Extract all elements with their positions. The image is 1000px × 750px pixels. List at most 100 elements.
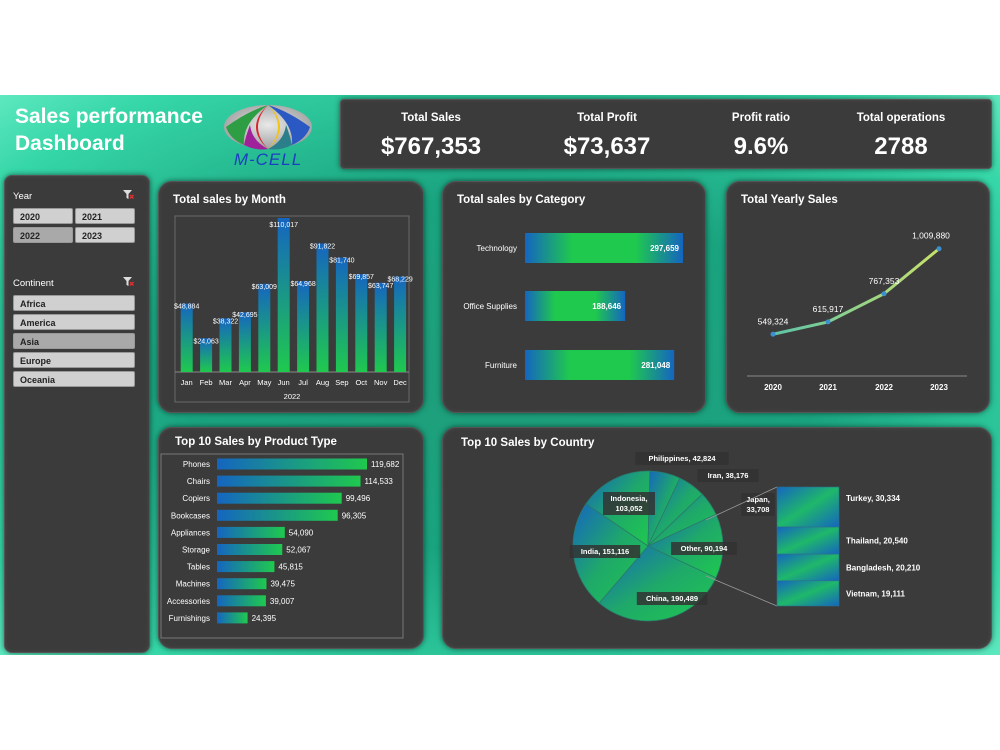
kpi-total-operations: Total operations 2788: [821, 100, 981, 170]
data-label: 114,533: [365, 477, 394, 486]
clear-filter-icon[interactable]: [123, 190, 134, 200]
tick-label: 2023: [930, 383, 948, 392]
data-label: $68,229: [387, 276, 412, 283]
data-label: 297,659: [650, 244, 679, 253]
data-label: 24,395: [252, 614, 277, 623]
chart-title: Top 10 Sales by Product Type: [175, 436, 337, 448]
data-label: $42,695: [232, 312, 257, 319]
data-label: 54,090: [289, 528, 314, 537]
bar-product: [217, 561, 275, 573]
data-label: 39,007: [270, 597, 295, 606]
bar-product: [217, 458, 367, 470]
bar-apr: [238, 312, 251, 372]
bar-product: [217, 492, 342, 504]
stack-segment-bangladesh: [776, 553, 840, 582]
label-box: [603, 492, 655, 515]
product-sales-chart: Phones 119,682 Chairs 114,533 Copiers 99,496 B…: [160, 453, 404, 639]
data-point: [881, 291, 887, 297]
data-label: $48,884: [174, 304, 199, 311]
category-sales-chart: Technology 297,659 Office Supplies 188,646 F…: [463, 233, 683, 380]
tick-label: Storage: [182, 546, 211, 555]
data-label: 281,048: [641, 361, 670, 370]
m-cell-logo: M-CELL: [224, 105, 312, 169]
data-label: Iran, 38,176: [708, 471, 749, 480]
stack-segment-vietnam: [776, 580, 840, 607]
year-2022-button[interactable]: 2022: [13, 227, 73, 243]
data-label: 615,917: [813, 304, 844, 314]
kpi-value: $73,637: [563, 133, 651, 160]
data-label: 96,305: [342, 511, 367, 520]
bar-category: [525, 291, 626, 321]
continent-slicer-title: Continent: [13, 278, 54, 289]
connector-line: [705, 575, 778, 607]
tick-label: Office Supplies: [463, 302, 517, 311]
data-label: 99,496: [346, 494, 371, 503]
data-point: [770, 331, 776, 337]
continent-europe-button[interactable]: Europe: [13, 352, 135, 368]
data-label: 103,052: [615, 504, 642, 513]
kpi-value: 9.6%: [733, 133, 789, 160]
data-label: 52,067: [286, 546, 311, 555]
label-box: [671, 542, 737, 555]
continent-oceania-button[interactable]: Oceania: [13, 371, 135, 387]
tick-label: Appliances: [171, 528, 210, 537]
x-axis-label: 2022: [284, 392, 301, 401]
kpi-panel: Total Sales $767,353 Total Profit $73,63…: [340, 99, 992, 169]
year-slicer-title: Year: [13, 191, 33, 202]
label-box: [741, 493, 775, 516]
bar-feb: [200, 338, 213, 372]
year-2021-button[interactable]: 2021: [75, 208, 135, 224]
continent-america-button[interactable]: America: [13, 314, 135, 330]
data-label: $91,822: [310, 243, 335, 250]
data-label: Turkey, 30,334: [846, 494, 901, 503]
tick-label: Copiers: [182, 494, 210, 503]
data-label: Thailand, 20,540: [846, 537, 908, 546]
data-label: China, 190,489: [646, 594, 698, 603]
data-label: 119,682: [371, 460, 400, 469]
yearly-sales-panel: Total Yearly Sales 549,324 2020 615,917 202…: [726, 181, 990, 413]
label-box: [569, 545, 641, 558]
bar-product: [217, 578, 267, 590]
label-box: [697, 469, 759, 482]
data-label: $81,740: [329, 258, 354, 265]
bar-jan: [180, 303, 193, 372]
tick-label: Apr: [239, 378, 251, 387]
stack-segment-thailand: [776, 526, 840, 555]
bar-category: [525, 350, 675, 380]
data-label: Vietnam, 19,111: [846, 589, 906, 598]
data-label: $63,009: [252, 284, 277, 291]
kpi-label: Profit ratio: [731, 112, 791, 124]
tick-label: 2020: [764, 383, 782, 392]
data-label: $63,747: [368, 283, 393, 290]
data-label: 45,815: [278, 563, 303, 572]
tick-label: 2022: [875, 383, 893, 392]
year-2023-button[interactable]: 2023: [75, 227, 135, 243]
kpi-value: 2788: [874, 133, 928, 160]
kpi-total-profit: Total Profit $73,637: [527, 100, 687, 170]
data-label: 549,324: [758, 316, 789, 326]
stack-segment-turkey: [776, 486, 840, 528]
bar-mar: [219, 318, 232, 372]
tick-label: Jul: [298, 378, 308, 387]
bar-nov: [374, 282, 387, 372]
data-label: 33,708: [747, 505, 770, 514]
data-label: $69,857: [349, 274, 374, 281]
bar-sep: [335, 257, 348, 372]
page-title-line1: Sales performance: [15, 105, 203, 128]
bar-aug: [316, 243, 329, 372]
kpi-profit-ratio: Profit ratio 9.6%: [681, 100, 841, 170]
tick-label: May: [257, 378, 271, 387]
bar-product: [217, 475, 361, 487]
bar-oct: [355, 274, 368, 372]
tick-label: Jan: [181, 378, 193, 387]
data-label: India, 151,116: [581, 547, 629, 556]
data-point: [936, 246, 942, 252]
continent-asia-button[interactable]: Asia: [13, 333, 135, 349]
continent-africa-button[interactable]: Africa: [13, 295, 135, 311]
year-2020-button[interactable]: 2020: [13, 208, 73, 224]
kpi-total-sales: Total Sales $767,353: [351, 100, 511, 170]
data-label: 1,009,880: [912, 231, 950, 241]
tick-label: Machines: [176, 580, 210, 589]
yearly-sales-chart: 549,324 2020 615,917 2021 767,353 2022 1,009,8…: [747, 231, 967, 392]
clear-filter-icon[interactable]: [123, 277, 134, 287]
